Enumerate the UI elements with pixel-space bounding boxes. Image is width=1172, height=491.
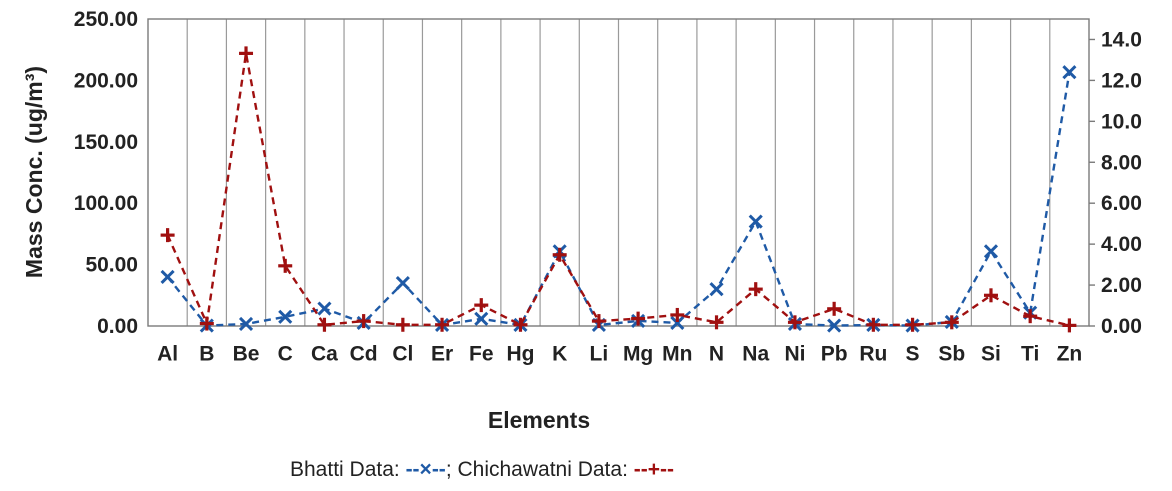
point-marker-plus	[787, 315, 802, 330]
right-tick-label: 0.00	[1101, 315, 1142, 338]
x-tick-label: Fe	[469, 342, 494, 365]
left-tick-label: 100.00	[74, 192, 138, 215]
x-tick-label: Li	[590, 342, 609, 365]
x-tick-label: S	[906, 342, 920, 365]
x-tick-label: K	[552, 342, 567, 365]
point-marker-x	[670, 315, 685, 330]
x-tick-label: Ti	[1021, 342, 1039, 365]
x-tick-label: Zn	[1057, 342, 1083, 365]
point-marker-plus	[160, 228, 175, 243]
x-tick-label: Hg	[506, 342, 534, 365]
right-tick-label: 2.00	[1101, 274, 1142, 297]
x-tick-label: Sb	[938, 342, 965, 365]
legend-separator: ;	[446, 458, 458, 481]
point-marker-plus	[983, 288, 998, 303]
x-axis-ticks: Al B Be C Ca Cd Cl Er Fe Hg K Li Mg Mn N Na Ni Pb Ru S Sb Si T…	[157, 342, 1082, 365]
point-marker-plus	[866, 317, 881, 332]
x-tick-label: Er	[431, 342, 453, 365]
x-tick-label: Cl	[392, 342, 413, 365]
point-marker-plus	[1023, 309, 1038, 324]
point-marker-plus	[591, 314, 606, 329]
x-tick-label: Si	[981, 342, 1001, 365]
right-tick-label: 4.00	[1101, 233, 1142, 256]
x-tick-label: B	[199, 342, 214, 365]
right-tick-label: 12.0	[1101, 69, 1142, 92]
x-tick-label: Ru	[859, 342, 887, 365]
x-tick-label: Pb	[821, 342, 848, 365]
left-tick-label: 200.00	[74, 69, 138, 92]
right-tick-label: 14.0	[1101, 28, 1142, 51]
point-marker-plus	[513, 317, 528, 332]
point-marker-plus	[905, 317, 920, 332]
legend: Bhatti Data: --×--; Chichawatni Data: --…	[290, 458, 674, 481]
point-marker-plus	[631, 311, 646, 326]
x-tick-label: Be	[233, 342, 260, 365]
right-tick-label: 10.0	[1101, 110, 1142, 133]
point-marker-x	[278, 309, 293, 324]
legend-symbol-bhatti: --×--	[406, 458, 446, 481]
point-marker-x	[748, 214, 763, 229]
gridlines	[186, 19, 1051, 326]
left-axis-ticks: 0.00 50.00 100.00 150.00 200.00 250.00	[74, 8, 138, 338]
point-marker-x	[709, 282, 724, 297]
x-tick-label: Ca	[311, 342, 338, 365]
x-tick-label: Ni	[784, 342, 805, 365]
point-marker-plus	[435, 317, 450, 332]
x-tick-label: Mn	[662, 342, 692, 365]
point-marker-plus	[278, 258, 293, 273]
legend-label-chichawatni: Chichawatni Data:	[457, 458, 633, 481]
point-marker-x	[395, 275, 410, 291]
point-marker-x	[160, 269, 175, 284]
point-marker-plus	[239, 46, 254, 61]
point-marker-x	[474, 311, 489, 326]
right-tick-label: 8.00	[1101, 151, 1142, 174]
point-marker-plus	[552, 247, 567, 262]
point-marker-x	[827, 318, 842, 333]
legend-symbol-chichawatni: --+--	[634, 458, 674, 481]
x-tick-label: Mg	[623, 342, 653, 365]
x-tick-label: Na	[742, 342, 769, 365]
point-marker-plus	[1062, 318, 1077, 333]
point-marker-plus	[944, 315, 959, 330]
point-marker-x	[983, 244, 999, 259]
point-marker-x	[238, 316, 254, 332]
x-axis-title: Elements	[488, 407, 590, 433]
point-marker-plus	[356, 314, 371, 329]
legend-label-bhatti: Bhatti Data:	[290, 458, 406, 481]
left-tick-label: 0.00	[97, 315, 138, 338]
point-marker-plus	[709, 315, 724, 330]
point-marker-plus	[474, 298, 489, 313]
legend-text: Bhatti Data: --×--; Chichawatni Data: --…	[290, 458, 674, 481]
plot-frame	[147, 18, 1090, 327]
point-marker-plus	[670, 307, 685, 322]
point-marker-x	[317, 301, 332, 316]
series-layer	[160, 46, 1077, 333]
point-marker-plus	[317, 317, 332, 332]
right-tick-label: 6.00	[1101, 192, 1142, 215]
y-axis-title: Mass Conc. (ug/m³)	[21, 66, 47, 278]
x-tick-label: N	[709, 342, 724, 365]
left-tick-label: 50.00	[85, 254, 138, 277]
right-axis-ticks: 0.00 2.00 4.00 6.00 8.00 10.0 12.0 14.0	[1089, 28, 1142, 338]
point-marker-plus	[827, 301, 842, 316]
x-tick-label: Cd	[350, 342, 378, 365]
x-tick-label: Al	[157, 342, 178, 365]
left-tick-label: 150.00	[74, 131, 138, 154]
point-marker-plus	[748, 282, 763, 297]
x-tick-label: C	[278, 342, 293, 365]
point-marker-x	[1062, 65, 1077, 80]
left-tick-label: 250.00	[74, 8, 138, 31]
point-marker-plus	[395, 317, 410, 332]
point-marker-plus	[199, 316, 214, 331]
